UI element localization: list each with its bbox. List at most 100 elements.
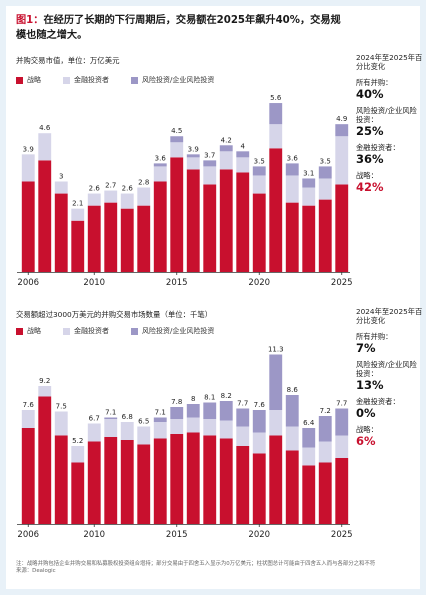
- bar-segment-strategic-2012: [120, 440, 134, 524]
- bar-segment-financial-2011: [104, 419, 118, 437]
- chart1-stat-all-value: 40%: [356, 87, 384, 101]
- bar-segment-financial-2018: [219, 151, 233, 170]
- footnote-note: 注：战略并购包括企业并购交易和私募股权投资组合增持；部分交易由于四舍五入显示为0…: [16, 561, 376, 567]
- bar-segment-venture-2015: [170, 136, 184, 143]
- bar-segment-strategic-2021: [269, 435, 283, 524]
- bar-segment-strategic-2007: [38, 396, 52, 524]
- bar-segment-financial-2024: [318, 441, 332, 463]
- bar-segment-venture-2023: [302, 178, 316, 188]
- chart1-stat-financial-label: 金融投资者：: [356, 143, 400, 152]
- bar-segment-financial-2023: [302, 447, 316, 466]
- bar-segment-financial-2025: [335, 435, 349, 458]
- bar-segment-financial-2012: [120, 193, 134, 209]
- bar-segment-financial-2020: [252, 175, 266, 194]
- footnote: 注：战略并购包括企业并购交易和私募股权投资组合增持；部分交易由于四舍五入显示为0…: [16, 561, 376, 575]
- bar-segment-financial-2010: [87, 423, 101, 442]
- figure-title-text: 在经历了长期的下行周期后，交易额在2025年飙升40%，交易规模也随之增大。: [16, 15, 341, 41]
- legend-label-strategic: 战略: [27, 76, 41, 84]
- bar-segment-strategic-2012: [120, 208, 134, 272]
- x-tick-label-2015: 2015: [166, 530, 188, 540]
- bar-segment-strategic-2023: [302, 465, 316, 524]
- total-label-2006: 3.9: [23, 145, 34, 153]
- total-label-2025: 7.7: [336, 400, 347, 408]
- chart2-stat-venture-label: 风险投资/企业风险投资：: [356, 360, 417, 378]
- chart1-stat-venture-label: 风险投资/企业风险投资：: [356, 106, 417, 124]
- bar-segment-venture-2019: [236, 408, 250, 427]
- bar-segment-venture-2011: [104, 417, 118, 419]
- bar-segment-financial-2024: [318, 178, 332, 200]
- legend-item-venture: 风险投资/企业风险投资: [131, 326, 214, 336]
- bar-segment-financial-2019: [236, 426, 250, 446]
- bar-segment-financial-2016: [186, 157, 200, 170]
- bar-segment-strategic-2017: [203, 184, 217, 272]
- x-tick-label-2010: 2010: [83, 278, 105, 288]
- bar-segment-financial-2006: [21, 154, 35, 182]
- total-label-2025: 4.9: [336, 115, 347, 123]
- bar-segment-financial-2007: [38, 386, 52, 397]
- total-label-2015: 4.5: [171, 127, 182, 135]
- bar-segment-strategic-2025: [335, 458, 349, 524]
- bar-segment-strategic-2014: [153, 181, 167, 272]
- bar-segment-strategic-2015: [170, 434, 184, 524]
- x-tick-label-2025: 2025: [331, 278, 352, 288]
- chart2-change-heading: 2024年至2025年百分比变化: [356, 307, 423, 325]
- legend-label-financial: 金融投资者: [74, 76, 109, 84]
- bar-segment-venture-2025: [335, 408, 349, 436]
- bar-segment-venture-2021: [269, 103, 283, 125]
- bar-segment-financial-2013: [137, 187, 151, 206]
- legend-item-financial: 金融投资者: [63, 75, 109, 85]
- bar-segment-strategic-2018: [219, 438, 233, 524]
- bar-segment-strategic-2009: [71, 220, 85, 272]
- bar-segment-strategic-2017: [203, 435, 217, 524]
- total-label-2013: 6.5: [138, 418, 149, 426]
- bar-segment-venture-2014: [153, 417, 167, 422]
- bar-segment-strategic-2024: [318, 199, 332, 272]
- total-label-2014: 3.6: [155, 154, 167, 162]
- bar-segment-strategic-2009: [71, 462, 85, 524]
- total-label-2019: 7.7: [237, 400, 248, 408]
- bar-segment-strategic-2025: [335, 184, 349, 272]
- total-label-2017: 3.7: [204, 151, 215, 159]
- legend-label-financial: 金融投资者: [74, 327, 109, 335]
- bar-segment-venture-2022: [285, 163, 299, 176]
- total-label-2016: 3.9: [188, 145, 199, 153]
- total-label-2022: 8.6: [287, 386, 299, 394]
- legend-swatch-strategic: [16, 76, 23, 84]
- bar-segment-strategic-2015: [170, 157, 184, 272]
- chart2-stat-strategic-label: 战略：: [356, 425, 378, 434]
- total-label-2018: 4.2: [221, 136, 232, 144]
- bar-segment-venture-2017: [203, 160, 217, 167]
- chart1-plot: 3.9 4.6 3 2.1 2.6 2.7 2.6 2.8 3.6 4.5 3.9 3.7 4.2 4 3.…: [17, 94, 352, 288]
- bar-segment-strategic-2008: [54, 435, 68, 524]
- bar-segment-strategic-2006: [21, 428, 35, 524]
- total-label-2007: 4.6: [39, 124, 51, 132]
- total-label-2008: 3: [59, 172, 63, 180]
- chart1-stat-all-label: 所有并购：: [356, 78, 393, 87]
- total-label-2010: 6.7: [89, 415, 100, 423]
- footnote-source: 来源：Dealogic: [16, 568, 56, 574]
- bar-segment-financial-2018: [219, 420, 233, 439]
- total-label-2023: 3.1: [303, 169, 314, 177]
- bar-segment-strategic-2011: [104, 437, 118, 524]
- total-label-2011: 2.7: [105, 182, 116, 190]
- chart2-stat-financial-value: 0%: [356, 406, 376, 420]
- figure-number: 图1：: [16, 15, 44, 26]
- chart2-title: 交易额超过3000万美元的并购交易市场数量（单位：千笔）: [16, 310, 213, 319]
- chart1-legend: 战略 金融投资者 风险投资/企业风险投资: [16, 75, 236, 85]
- legend-item-strategic: 战略: [16, 326, 41, 336]
- total-label-2009: 2.1: [72, 200, 83, 208]
- bar-segment-financial-2007: [38, 133, 52, 161]
- bar-segment-venture-2019: [236, 151, 250, 158]
- bar-segment-strategic-2020: [252, 193, 266, 272]
- bar-segment-financial-2015: [170, 142, 184, 158]
- bar-segment-strategic-2010: [87, 205, 101, 272]
- legend-label-venture: 风险投资/企业风险投资: [142, 327, 215, 335]
- total-label-2009: 5.2: [72, 437, 83, 445]
- bar-segment-strategic-2013: [137, 205, 151, 272]
- bar-segment-strategic-2014: [153, 438, 167, 524]
- bar-segment-financial-2022: [285, 426, 299, 451]
- bar-segment-strategic-2023: [302, 205, 316, 272]
- x-tick-label-2020: 2020: [248, 530, 270, 540]
- bar-segment-financial-2014: [153, 422, 167, 439]
- total-label-2020: 7.6: [254, 401, 266, 409]
